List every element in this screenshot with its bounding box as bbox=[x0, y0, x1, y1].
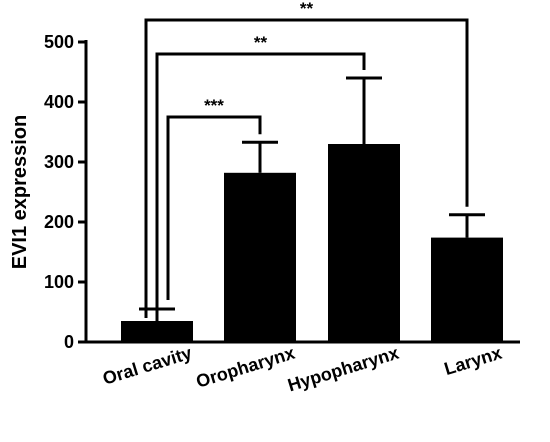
significance-label-0: *** bbox=[204, 96, 224, 115]
x-tick-label-0: Oral cavity bbox=[100, 343, 194, 389]
significance-label-1: ** bbox=[254, 33, 268, 52]
y-tick-label-0: 0 bbox=[64, 332, 74, 352]
significance-bracket-2 bbox=[144, 18, 469, 318]
x-tick-label-2: Hypopharynx bbox=[285, 343, 401, 396]
x-tick-label-3: Larynx bbox=[442, 343, 504, 379]
y-tick-label-2: 200 bbox=[44, 212, 74, 232]
x-tick-label-1: Oropharynx bbox=[194, 343, 297, 392]
y-tick-label-1: 100 bbox=[44, 272, 74, 292]
bar-0 bbox=[121, 321, 193, 342]
significance-label-2: ** bbox=[300, 0, 314, 18]
bar-3 bbox=[431, 237, 503, 342]
significance-bracket-0 bbox=[166, 115, 262, 300]
significance-bracket-1 bbox=[155, 52, 366, 314]
y-axis-title: EVI1 expression bbox=[9, 115, 31, 270]
y-tick-label-3: 300 bbox=[44, 152, 74, 172]
y-tick-label-4: 400 bbox=[44, 92, 74, 112]
bar-1 bbox=[224, 172, 296, 342]
bar-2 bbox=[328, 144, 400, 342]
y-tick-label-5: 500 bbox=[44, 32, 74, 52]
plot-area: 0 100 200 300 400 500 Oral cavity OropharynxHyp… bbox=[44, 0, 520, 395]
